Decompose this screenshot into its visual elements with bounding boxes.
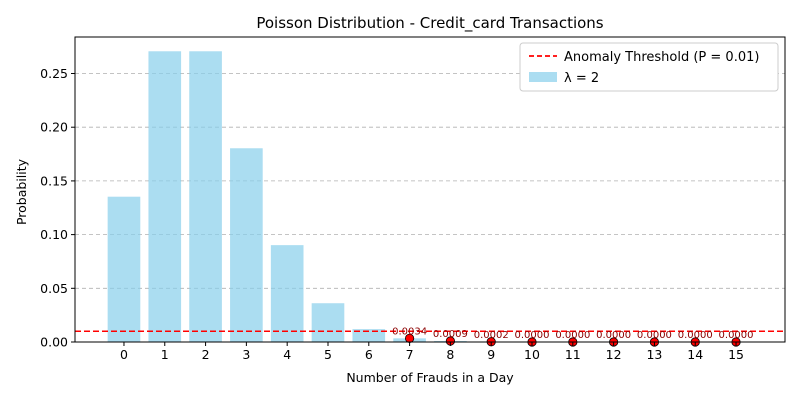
y-tick-label: 0.15 — [40, 173, 68, 188]
bar-2 — [189, 51, 222, 343]
y-tick-label: 0.20 — [40, 120, 68, 135]
legend-frame — [519, 42, 779, 92]
x-tick-label: 1 — [161, 347, 169, 362]
bar-3 — [230, 148, 263, 342]
x-tick-label: 4 — [283, 347, 291, 362]
anomaly-label-10: 0.0000 — [515, 330, 550, 341]
x-axis-label: Number of Frauds in a Day — [346, 370, 514, 385]
x-tick-label: 8 — [446, 347, 454, 362]
axes: 0.000.050.100.150.200.250 1 2 3 4 5 6 7 8 9 10 11 12… — [40, 36, 786, 362]
x-tick-label: 14 — [687, 347, 703, 362]
x-tick-label: 6 — [365, 347, 373, 362]
bars — [107, 51, 508, 343]
y-gridlines — [75, 73, 785, 289]
legend-bar-swatch — [529, 72, 557, 82]
anomaly-label-14: 0.0000 — [678, 330, 713, 341]
anomaly-label-13: 0.0000 — [637, 330, 672, 341]
x-tick-label: 9 — [487, 347, 495, 362]
legend-bar-label: λ = 2 — [564, 71, 599, 86]
x-tick-label: 11 — [565, 347, 581, 362]
legend-threshold-label: Anomaly Threshold (P = 0.01) — [564, 50, 759, 65]
x-tick-label: 0 — [120, 347, 128, 362]
y-axis-label: Probability — [14, 158, 29, 225]
x-tick-label: 15 — [728, 347, 744, 362]
anomaly-label-11: 0.0000 — [555, 330, 590, 341]
y-tick-label: 0.25 — [40, 66, 68, 81]
bar-5 — [311, 303, 345, 342]
bar-1 — [148, 51, 182, 343]
legend: Anomaly Threshold (P = 0.01) λ = 2 — [519, 42, 779, 92]
x-tick-label: 12 — [606, 347, 622, 362]
y-tick-label: 0.00 — [40, 335, 68, 350]
chart-title: Poisson Distribution - Credit_card Trans… — [256, 14, 603, 33]
anomaly-label-7: 0.0034 — [392, 326, 427, 337]
x-tick-label: 2 — [202, 347, 210, 362]
x-tick-label: 13 — [646, 347, 662, 362]
anomaly-label-8: 0.0009 — [433, 329, 468, 340]
x-tick-label: 3 — [242, 347, 250, 362]
bar-6 — [352, 329, 386, 342]
y-tick-label: 0.05 — [40, 281, 68, 296]
anomaly-label-12: 0.0000 — [596, 330, 631, 341]
anomaly-label-9: 0.0002 — [474, 330, 509, 341]
x-tick-label: 10 — [524, 347, 540, 362]
y-tick-label: 0.10 — [40, 227, 68, 242]
anomaly-label-15: 0.0000 — [719, 330, 754, 341]
x-tick-label: 5 — [324, 347, 332, 362]
x-tick-label: 7 — [406, 347, 414, 362]
bar-0 — [107, 196, 141, 342]
plot-frame — [74, 36, 786, 343]
bar-4 — [270, 245, 304, 342]
anomaly-markers: 0.0034 0.0009 0.0002 0.0000 0.0000 0.0000 0.00… — [392, 326, 754, 347]
